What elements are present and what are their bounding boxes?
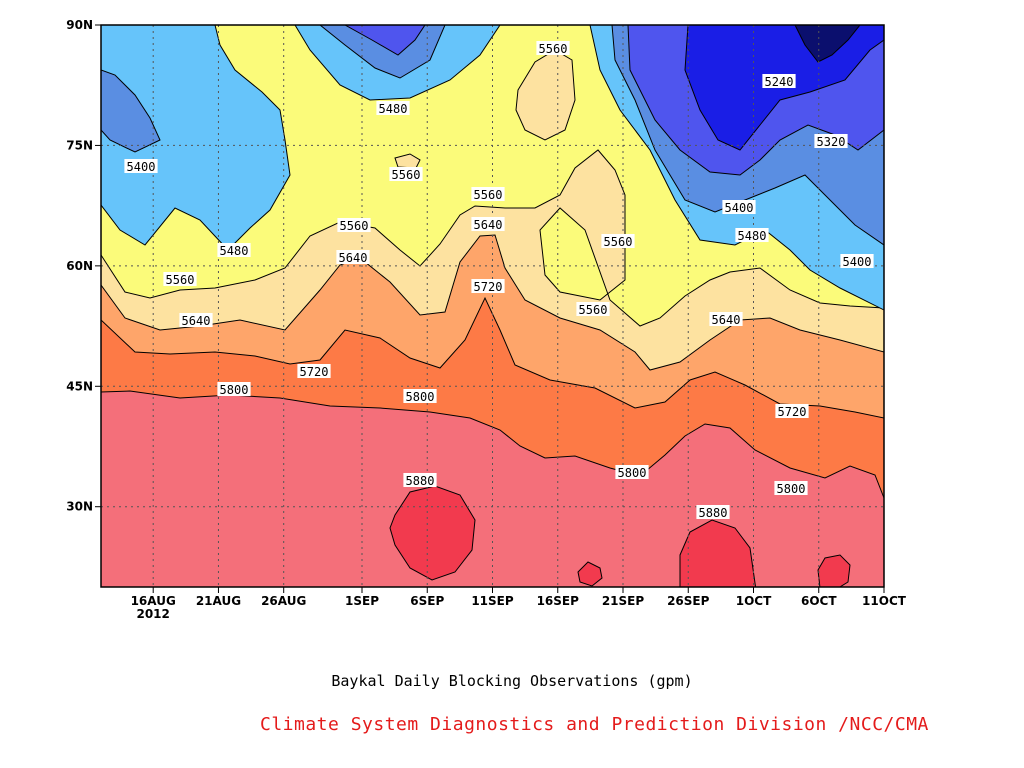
contour-label: 5480 — [379, 102, 408, 116]
grid — [101, 25, 884, 587]
contour-label-bg — [163, 272, 197, 286]
chart-title: Baykal Daily Blocking Observations (gpm) — [331, 672, 693, 690]
contour-label: 5720 — [778, 405, 807, 419]
contour-label-bg — [735, 228, 769, 242]
contour-label-bg — [840, 254, 874, 268]
contour-label-bg — [696, 505, 730, 519]
band-5400-5480 — [101, 25, 291, 251]
peak-5880-d — [577, 561, 603, 587]
contour-label: 5560 — [392, 168, 421, 182]
contour-label: 5800 — [220, 383, 249, 397]
contour-label-bg — [722, 200, 756, 214]
island-5560-small — [394, 153, 421, 169]
contour-label-bg — [403, 473, 437, 487]
x-tick-label: 26SEP — [667, 594, 710, 608]
x-tick-label: 16SEP — [537, 594, 580, 608]
y-tick-label: 30N — [66, 500, 93, 514]
x-year-label: 2012 — [136, 607, 169, 621]
band-5240-5320 — [343, 25, 426, 56]
contour-label: 5640 — [339, 251, 368, 265]
peak-5880-b — [679, 519, 757, 587]
contour-label: 5320 — [817, 135, 846, 149]
contour-label-bg — [471, 279, 505, 293]
contour-label: 5400 — [843, 255, 872, 269]
contour-label: 5560 — [166, 273, 195, 287]
contour-labels: 5560 5480 5400 5560 5560 5480 5560 5640 5560 5560… — [124, 41, 874, 520]
contour-label: 5480 — [738, 229, 767, 243]
contour-label: 5560 — [579, 303, 608, 317]
contour-label-bg — [376, 101, 410, 115]
y-tick-label: 45N — [66, 379, 93, 393]
contour-label-bg — [774, 481, 808, 495]
contour-label: 5640 — [712, 313, 741, 327]
x-tick-label: 16AUG — [131, 594, 176, 608]
contour-label-bg — [615, 465, 649, 479]
contour-label-bg — [536, 41, 570, 55]
x-tick-label: 6SEP — [410, 594, 444, 608]
x-tick-label: 21AUG — [196, 594, 241, 608]
contour-label-bg — [403, 389, 437, 403]
y-tick-label: 90N — [66, 18, 93, 32]
contour-label-bg — [336, 250, 370, 264]
x-tick-label: 6OCT — [801, 594, 837, 608]
peak-5880-c — [817, 554, 851, 587]
island-5560 — [515, 49, 576, 141]
band-5320-5400 — [101, 69, 161, 153]
contour-label: 5880 — [406, 474, 435, 488]
contour-label: 5720 — [300, 365, 329, 379]
y-tick-label: 60N — [66, 259, 93, 273]
x-tick-label: 11SEP — [471, 594, 514, 608]
contour-label-bg — [814, 134, 848, 148]
contour-label-bg — [709, 312, 743, 326]
contour-label: 5480 — [220, 244, 249, 258]
contour-label: 5640 — [182, 314, 211, 328]
contour-label-bg — [601, 234, 635, 248]
contour-label-bg — [576, 302, 610, 316]
contour-label: 5240 — [765, 75, 794, 89]
contour-label: 5560 — [474, 188, 503, 202]
contour-label: 5560 — [340, 219, 369, 233]
contour-label: 5560 — [539, 42, 568, 56]
x-tick-label: 1OCT — [736, 594, 772, 608]
band-deep-low — [794, 25, 861, 63]
contour-label: 5400 — [725, 201, 754, 215]
contour-label: 5400 — [127, 160, 156, 174]
x-tick-label: 11OCT — [862, 594, 907, 608]
contour-label: 5720 — [474, 280, 503, 294]
contour-label-bg — [217, 382, 251, 396]
contour-label-bg — [297, 364, 331, 378]
contour-label-bg — [337, 218, 371, 232]
contour-label-bg — [471, 217, 505, 231]
y-tick-label: 75N — [66, 138, 93, 152]
contour-label: 5800 — [777, 482, 806, 496]
contour-label: 5800 — [406, 390, 435, 404]
contour-label-bg — [124, 159, 158, 173]
contour-label-bg — [471, 187, 505, 201]
x-tick-label: 21SEP — [602, 594, 645, 608]
chart-credit: Climate System Diagnostics and Predictio… — [260, 714, 929, 735]
x-tick-label: 1SEP — [345, 594, 379, 608]
contour-label: 5880 — [699, 506, 728, 520]
contour-label: 5560 — [604, 235, 633, 249]
contour-label: 5800 — [618, 466, 647, 480]
contour-label-bg — [762, 74, 796, 88]
contour-label-bg — [389, 167, 423, 181]
x-tick-label: 26AUG — [261, 594, 306, 608]
contour-label: 5640 — [474, 218, 503, 232]
y-axis: 30N 45N 60N 75N 90N — [66, 18, 101, 514]
contour-label-bg — [217, 243, 251, 257]
contour-label-bg — [775, 404, 809, 418]
contour-label-bg — [179, 313, 213, 327]
